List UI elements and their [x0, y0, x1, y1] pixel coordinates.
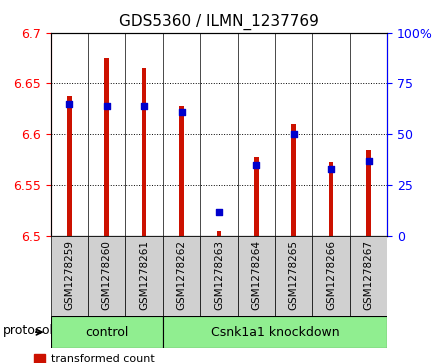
Bar: [142, 68, 147, 236]
Bar: [88, 236, 125, 316]
Text: GSM1278259: GSM1278259: [64, 240, 74, 310]
Bar: [200, 236, 238, 316]
Bar: [216, 231, 221, 236]
Text: GSM1278263: GSM1278263: [214, 240, 224, 310]
Bar: [179, 106, 184, 236]
Bar: [312, 236, 350, 316]
Point: [141, 103, 148, 109]
Text: GSM1278260: GSM1278260: [102, 240, 112, 310]
Point: [253, 162, 260, 168]
Text: GSM1278264: GSM1278264: [251, 240, 261, 310]
Bar: [163, 316, 387, 348]
Bar: [104, 58, 109, 236]
Point: [290, 131, 297, 137]
Point: [178, 109, 185, 115]
Bar: [291, 124, 296, 236]
Text: GSM1278267: GSM1278267: [363, 240, 374, 310]
Point: [103, 103, 110, 109]
Bar: [51, 316, 163, 348]
Bar: [67, 96, 72, 236]
Text: GSM1278262: GSM1278262: [176, 240, 187, 310]
Text: GSM1278261: GSM1278261: [139, 240, 149, 310]
Bar: [329, 162, 334, 236]
Point: [66, 101, 73, 107]
Point: [327, 166, 335, 172]
Text: control: control: [85, 326, 128, 339]
Text: Csnk1a1 knockdown: Csnk1a1 knockdown: [211, 326, 339, 339]
Text: GSM1278265: GSM1278265: [289, 240, 299, 310]
Bar: [125, 236, 163, 316]
Text: protocol: protocol: [3, 324, 54, 337]
Title: GDS5360 / ILMN_1237769: GDS5360 / ILMN_1237769: [119, 14, 319, 30]
Point: [216, 209, 223, 215]
Text: GSM1278266: GSM1278266: [326, 240, 336, 310]
Bar: [51, 236, 88, 316]
Legend: transformed count, percentile rank within the sample: transformed count, percentile rank withi…: [34, 354, 238, 363]
Point: [365, 158, 372, 164]
Bar: [238, 236, 275, 316]
Bar: [254, 157, 259, 236]
Bar: [163, 236, 200, 316]
Bar: [275, 236, 312, 316]
Bar: [350, 236, 387, 316]
Bar: [366, 150, 371, 236]
